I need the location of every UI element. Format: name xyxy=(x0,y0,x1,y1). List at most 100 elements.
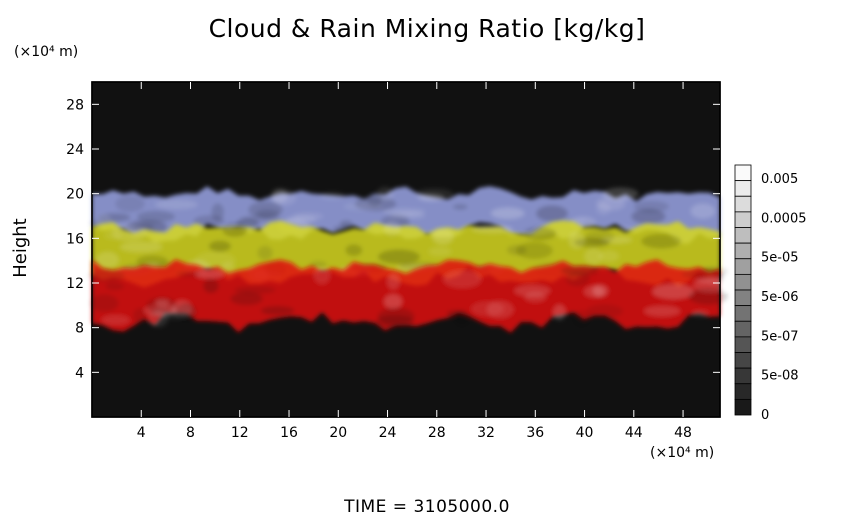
colorbar-segment xyxy=(734,242,752,260)
plot-frame xyxy=(91,81,721,418)
layer-rain xyxy=(88,259,730,333)
layer-texture xyxy=(695,277,730,284)
x-tick-label: 4 xyxy=(137,425,146,441)
layer-texture xyxy=(452,203,468,210)
colorbar-segment xyxy=(734,227,752,244)
x-tick-label: 8 xyxy=(186,425,195,441)
layer-texture xyxy=(345,244,363,257)
layer-texture xyxy=(572,310,592,328)
layer-texture xyxy=(536,205,568,222)
x-tick-label: 36 xyxy=(526,425,544,441)
layer-texture xyxy=(446,309,468,318)
layer-texture xyxy=(428,246,452,257)
layer-texture xyxy=(195,270,224,279)
x-tick-label: 40 xyxy=(576,425,594,441)
layer-texture xyxy=(101,314,130,326)
layer-texture xyxy=(515,242,553,259)
layer-texture xyxy=(523,227,557,241)
x-tick-label: 44 xyxy=(625,425,643,441)
layer-texture xyxy=(112,224,148,242)
layer-texture xyxy=(175,303,197,321)
layer-texture xyxy=(524,292,547,303)
layer-texture xyxy=(154,199,198,210)
layer-texture xyxy=(377,249,421,265)
layer-texture xyxy=(506,244,527,256)
layer-texture xyxy=(486,300,514,319)
colorbar: 0.005 0.0005 5e-05 5e-06 5e-07 5e-08 0 xyxy=(734,164,807,423)
layer-texture xyxy=(681,270,721,279)
colorbar-label: 5e-08 xyxy=(761,369,799,384)
layer-texture xyxy=(631,208,666,225)
colorbar-segment xyxy=(734,273,752,291)
chart-title: Cloud & Rain Mixing Ratio [kg/kg] xyxy=(208,14,646,43)
y-axis-unit: (×10⁴ m) xyxy=(14,44,79,60)
y-tick-label: 24 xyxy=(66,142,84,158)
layer-texture xyxy=(115,195,145,213)
colorbar-label: 0.0005 xyxy=(761,211,807,226)
layer-texture xyxy=(222,223,248,237)
layer-texture xyxy=(136,255,169,268)
colorbar-segment xyxy=(734,367,752,385)
y-tick-label: 20 xyxy=(66,187,84,203)
layer-texture xyxy=(643,305,681,317)
layer-texture xyxy=(384,294,403,309)
layer-texture xyxy=(313,267,331,285)
layer-texture xyxy=(89,294,119,312)
layer-texture xyxy=(584,285,605,298)
layer-texture xyxy=(471,224,514,233)
layer-texture xyxy=(377,307,415,326)
y-tick-label: 28 xyxy=(66,97,84,113)
colorbar-segment xyxy=(734,180,752,197)
mixing-ratio-field xyxy=(88,186,730,333)
layer-texture xyxy=(384,220,400,236)
layer-texture xyxy=(382,208,425,216)
layer-texture xyxy=(596,202,611,215)
x-axis-unit: (×10⁴ m) xyxy=(650,445,715,461)
colorbar-segment xyxy=(734,289,752,307)
layer-texture xyxy=(88,269,125,283)
layer-texture xyxy=(652,284,695,300)
time-label: TIME = 3105000.0 xyxy=(344,497,510,517)
colorbar-segment xyxy=(734,336,752,353)
colorbar-segment xyxy=(734,320,752,338)
layer-texture xyxy=(176,270,201,277)
colorbar-segment xyxy=(734,398,752,416)
layer-texture xyxy=(96,251,119,269)
layer-texture xyxy=(339,220,353,228)
x-tick-label: 20 xyxy=(329,425,347,441)
colorbar-label: 5e-07 xyxy=(761,329,799,344)
colorbar-label: 0 xyxy=(761,408,769,423)
y-tick-label: 4 xyxy=(75,365,84,381)
x-tick-label: 24 xyxy=(379,425,397,441)
colorbar-label: 5e-06 xyxy=(761,290,799,305)
layer-texture xyxy=(387,274,400,290)
layer-texture xyxy=(257,245,273,260)
layer-texture xyxy=(133,307,147,325)
layer-texture xyxy=(586,304,623,319)
y-tick-label: 16 xyxy=(66,231,84,247)
layer-texture xyxy=(690,203,716,219)
colorbar-segment xyxy=(734,211,752,228)
colorbar-segment xyxy=(734,383,752,400)
layer-texture xyxy=(136,210,176,223)
colorbar-segment xyxy=(734,195,752,213)
layer-texture xyxy=(553,304,566,321)
layer-texture xyxy=(208,240,231,252)
colorbar-label: 0.005 xyxy=(761,172,798,187)
x-tick-label: 32 xyxy=(477,425,495,441)
layer-texture xyxy=(490,207,525,220)
layer-texture xyxy=(319,192,345,200)
layer-texture xyxy=(415,188,454,200)
layer-texture xyxy=(343,202,384,211)
layer-texture xyxy=(432,228,454,245)
y-tick-label: 12 xyxy=(66,276,84,292)
layer-texture xyxy=(641,233,682,249)
layer-texture xyxy=(691,310,710,317)
colorbar-segment xyxy=(734,352,752,369)
layer-texture xyxy=(633,200,670,213)
layer-texture xyxy=(584,248,603,265)
colorbar-label: 5e-05 xyxy=(761,251,799,266)
layer-texture xyxy=(105,282,125,291)
